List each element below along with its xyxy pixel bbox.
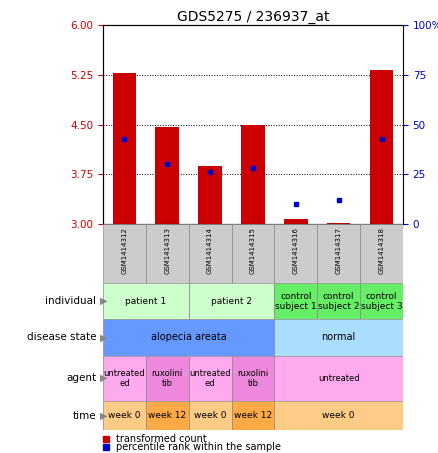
Bar [274, 319, 403, 356]
Text: GSM1414318: GSM1414318 [378, 227, 385, 274]
Text: ▶: ▶ [100, 410, 108, 421]
Title: GDS5275 / 236937_at: GDS5275 / 236937_at [177, 10, 329, 24]
Bar [146, 401, 189, 430]
Bar [146, 224, 189, 283]
Bar [274, 283, 317, 319]
Bar [189, 356, 232, 401]
Bar [146, 356, 189, 401]
Text: disease state: disease state [27, 333, 96, 342]
Text: percentile rank within the sample: percentile rank within the sample [117, 442, 282, 452]
Text: GSM1414313: GSM1414313 [164, 227, 170, 274]
Bar [103, 224, 146, 283]
Bar [198, 166, 222, 224]
Text: week 12: week 12 [234, 411, 272, 420]
Bar [189, 283, 274, 319]
Bar [360, 224, 403, 283]
Text: agent: agent [66, 373, 96, 383]
Bar [103, 356, 146, 401]
Bar [360, 283, 403, 319]
Text: patient 1: patient 1 [125, 297, 166, 306]
Bar [232, 401, 274, 430]
Bar [370, 70, 393, 224]
Bar [103, 319, 274, 356]
Bar [274, 356, 403, 401]
Text: transformed count: transformed count [117, 434, 207, 444]
Bar [232, 356, 274, 401]
Text: GSM1414314: GSM1414314 [207, 227, 213, 274]
Bar [274, 401, 403, 430]
Text: ruxolini
tib: ruxolini tib [237, 369, 268, 388]
Text: time: time [73, 410, 96, 421]
Bar [327, 223, 350, 224]
Text: week 0: week 0 [108, 411, 141, 420]
Text: control
subject 1: control subject 1 [275, 292, 317, 311]
Text: week 0: week 0 [194, 411, 226, 420]
Text: ▶: ▶ [100, 373, 108, 383]
Bar [317, 283, 360, 319]
Bar [284, 219, 307, 224]
Text: untreated
ed: untreated ed [189, 369, 231, 388]
Text: GSM1414317: GSM1414317 [336, 227, 342, 274]
Bar [113, 73, 136, 224]
Bar [189, 401, 232, 430]
Text: GSM1414312: GSM1414312 [121, 227, 127, 274]
Text: GSM1414316: GSM1414316 [293, 227, 299, 274]
Bar [232, 224, 274, 283]
Text: week 12: week 12 [148, 411, 186, 420]
Text: individual: individual [46, 296, 96, 306]
Text: untreated: untreated [318, 374, 360, 383]
Text: alopecia areata: alopecia areata [151, 333, 226, 342]
Bar [103, 283, 189, 319]
Text: ▶: ▶ [100, 333, 108, 342]
Text: GSM1414315: GSM1414315 [250, 227, 256, 274]
Text: untreated
ed: untreated ed [103, 369, 145, 388]
Text: patient 2: patient 2 [211, 297, 252, 306]
Bar [155, 126, 179, 224]
Text: control
subject 2: control subject 2 [318, 292, 360, 311]
Text: ruxolini
tib: ruxolini tib [152, 369, 183, 388]
Bar [317, 224, 360, 283]
Text: week 0: week 0 [322, 411, 355, 420]
Text: normal: normal [321, 333, 356, 342]
Bar [103, 401, 146, 430]
Bar [189, 224, 232, 283]
Text: control
subject 3: control subject 3 [361, 292, 403, 311]
Bar [241, 125, 265, 224]
Bar [274, 224, 317, 283]
Text: ▶: ▶ [100, 296, 108, 306]
